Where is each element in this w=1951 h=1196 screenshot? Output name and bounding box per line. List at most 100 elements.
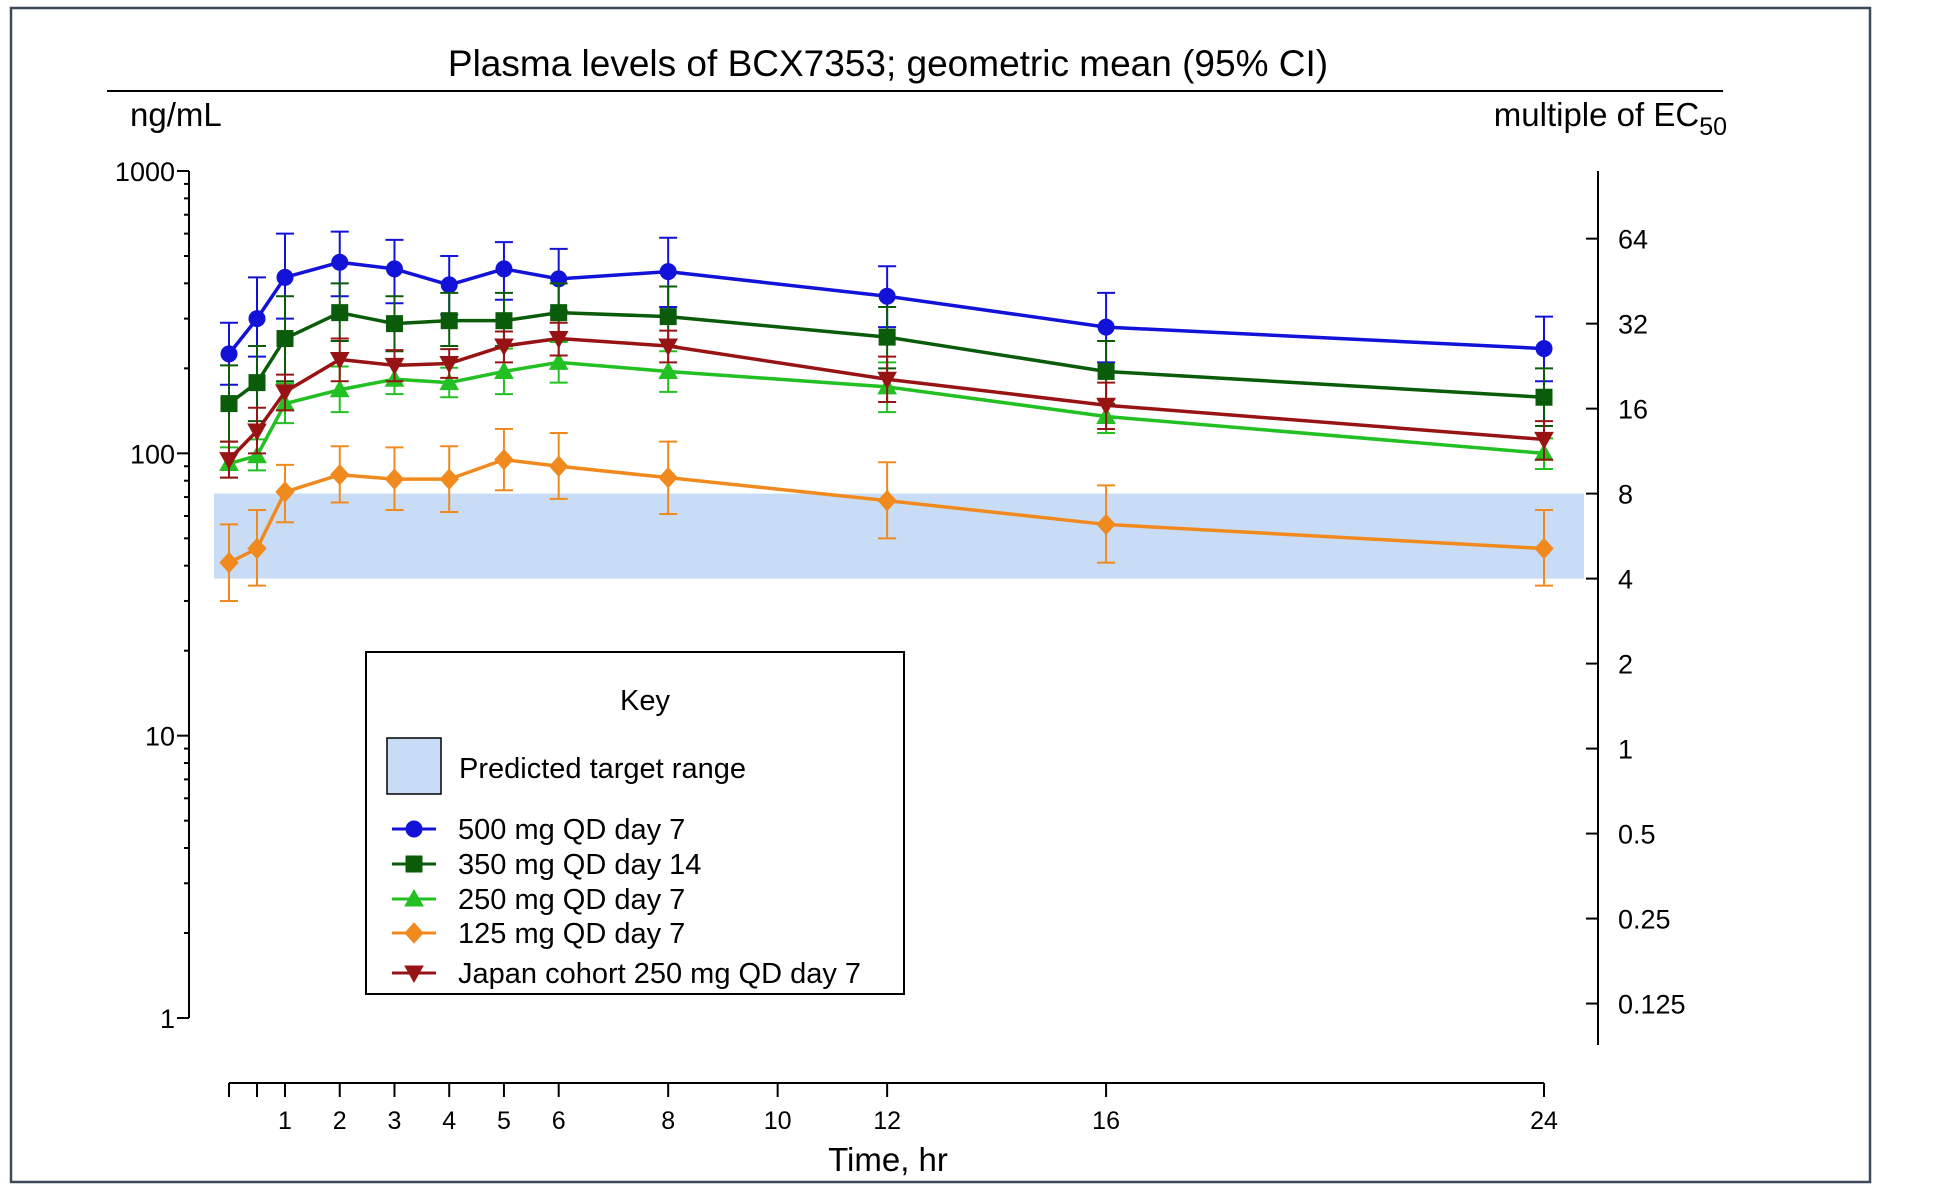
legend-band-label: Predicted target range [459, 753, 746, 785]
y-right-tick-label: 32 [1618, 310, 1648, 340]
y-right-tick-label: 2 [1618, 650, 1633, 680]
y-right-unit-main: multiple of EC [1494, 96, 1699, 133]
data-point [494, 361, 514, 379]
data-point [877, 489, 897, 512]
y-right-tick-label: 0.25 [1618, 905, 1671, 935]
y-left-unit-label: ng/mL [130, 96, 222, 133]
series-0 [220, 230, 1553, 386]
y-right-tick-label: 8 [1618, 480, 1633, 510]
legend-band-swatch [386, 737, 442, 795]
y-right-tick-label: 0.5 [1618, 820, 1656, 850]
data-point [878, 328, 896, 346]
data-point [495, 260, 513, 278]
data-point [248, 310, 266, 328]
data-point [1534, 431, 1554, 450]
data-point [385, 260, 403, 278]
data-point [1534, 537, 1554, 560]
y-left-tick-label: 100 [130, 439, 175, 469]
data-point [658, 466, 678, 489]
legend-marker [405, 855, 423, 873]
data-point [548, 352, 569, 370]
data-point [331, 253, 349, 271]
legend-label: Japan cohort 250 mg QD day 7 [458, 958, 861, 990]
data-point [247, 423, 267, 441]
y-right-tick-label: 4 [1618, 565, 1633, 595]
legend-entry: 250 mg QD day 7 [392, 884, 685, 916]
x-tick-label: 3 [388, 1107, 402, 1135]
data-point [494, 338, 514, 357]
y-right-unit-label: multiple of EC50 [1494, 96, 1727, 141]
data-point [330, 463, 350, 486]
data-point [877, 371, 897, 390]
data-point [219, 452, 239, 470]
data-point [495, 312, 513, 330]
y-left-tick-label: 1 [160, 1004, 175, 1034]
data-point [1535, 388, 1553, 406]
series-line [228, 457, 1545, 565]
legend-marker [404, 965, 424, 984]
chart-title: Plasma levels of BCX7353; geometric mean… [448, 43, 1328, 84]
y-right-axis: 64 32 16 8 4 2 1 0.5 0.25 0.125 [1586, 171, 1686, 1045]
legend-box [365, 651, 905, 995]
legend-title: Key [620, 685, 670, 717]
legend-marker [404, 922, 424, 944]
data-point [549, 455, 569, 477]
data-point [219, 551, 239, 574]
x-tick-label: 2 [333, 1107, 347, 1135]
data-point [276, 268, 294, 286]
data-point [1535, 340, 1553, 358]
x-tick-label: 4 [442, 1107, 456, 1135]
x-tick-label: 10 [764, 1107, 792, 1135]
data-point [494, 448, 514, 471]
plot-series [219, 230, 1554, 602]
data-point [658, 338, 679, 357]
data-point [439, 372, 460, 391]
legend-entry: Japan cohort 250 mg QD day 7 [392, 958, 861, 990]
data-point [548, 331, 569, 349]
legend-label: 250 mg QD day 7 [458, 884, 685, 916]
y-right-tick-label: 1 [1618, 735, 1633, 765]
data-point [385, 315, 403, 333]
data-point [439, 356, 460, 374]
series-line [228, 360, 1545, 466]
data-point [247, 537, 267, 560]
data-point [659, 308, 677, 326]
data-point [1097, 318, 1115, 336]
series-line [227, 336, 1545, 461]
x-tick-label: 24 [1530, 1107, 1558, 1135]
y-right-unit-subscript: 50 [1699, 113, 1727, 141]
chart-frame [9, 6, 1872, 1184]
data-point [659, 263, 677, 281]
data-point [440, 312, 458, 330]
legend-entry: 125 mg QD day 7 [392, 918, 685, 950]
x-tick-label: 8 [661, 1107, 675, 1135]
legend-entry: 500 mg QD day 7 [392, 814, 685, 846]
legend: Key Predicted target range 500 mg QD day… [365, 651, 905, 995]
data-point [275, 384, 295, 402]
data-point [275, 481, 295, 503]
data-point [440, 276, 458, 294]
data-point [1096, 513, 1116, 536]
data-point [878, 287, 896, 305]
y-right-tick-label: 0.125 [1618, 990, 1686, 1020]
series-4 [219, 321, 1554, 479]
series-3 [219, 427, 1554, 602]
y-right-tick-label: 64 [1618, 225, 1648, 255]
y-right-tick-label: 16 [1618, 395, 1648, 425]
data-point [247, 445, 267, 464]
data-point [276, 330, 294, 348]
x-tick-label: 5 [497, 1107, 511, 1135]
data-point [329, 351, 350, 370]
y-left-tick-label: 1000 [115, 157, 175, 187]
data-point [331, 304, 349, 322]
x-tick-label: 12 [873, 1107, 901, 1135]
legend-label: 500 mg QD day 7 [458, 814, 685, 846]
x-tick-label: 16 [1092, 1107, 1120, 1135]
x-tick-label: 6 [552, 1107, 566, 1135]
data-point [384, 468, 405, 490]
legend-marker [405, 820, 423, 838]
data-point [658, 361, 679, 379]
data-point [1096, 397, 1116, 416]
